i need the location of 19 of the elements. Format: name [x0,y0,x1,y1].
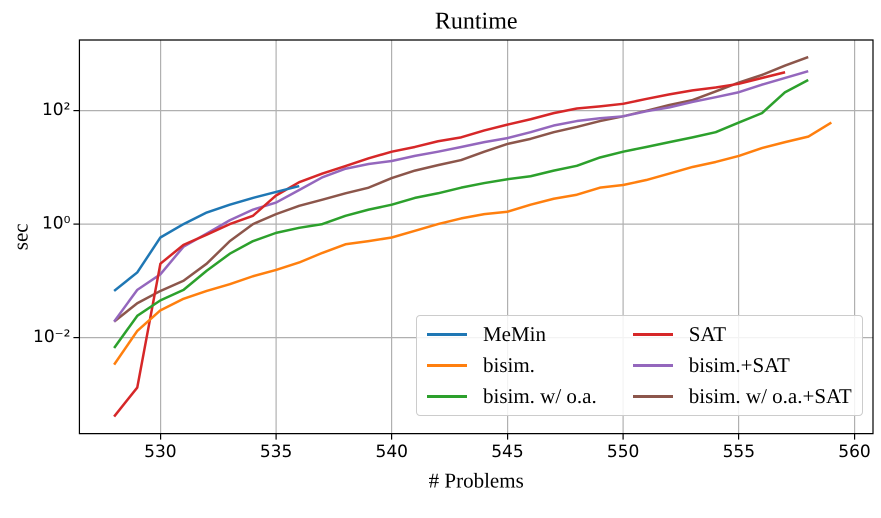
x-tick-label: 545 [491,442,524,462]
x-tick-label: 555 [722,442,756,462]
legend-label: bisim.+SAT [688,352,790,378]
legend-label: MeMin [483,322,546,347]
x-tick-label: 560 [838,442,871,462]
x-tick-label: 535 [260,442,292,462]
y-tick-label: 10⁰ [42,214,71,234]
legend-label: bisim. [483,352,535,378]
legend-label: SAT [688,322,726,347]
x-tick-label: 540 [376,442,408,462]
legend-label: bisim. w/ o.a.+SAT [688,384,852,409]
y-tick-label: 10² [42,100,70,120]
y-tick-label: 10⁻² [33,326,70,347]
x-tick-label: 550 [606,442,640,462]
y-axis-title: sec [8,223,33,250]
chart-title: Runtime [434,8,518,34]
x-axis-title: # Problems [428,468,524,493]
x-tick-label: 530 [144,442,177,462]
legend-label: bisim. w/ o.a. [483,384,597,409]
